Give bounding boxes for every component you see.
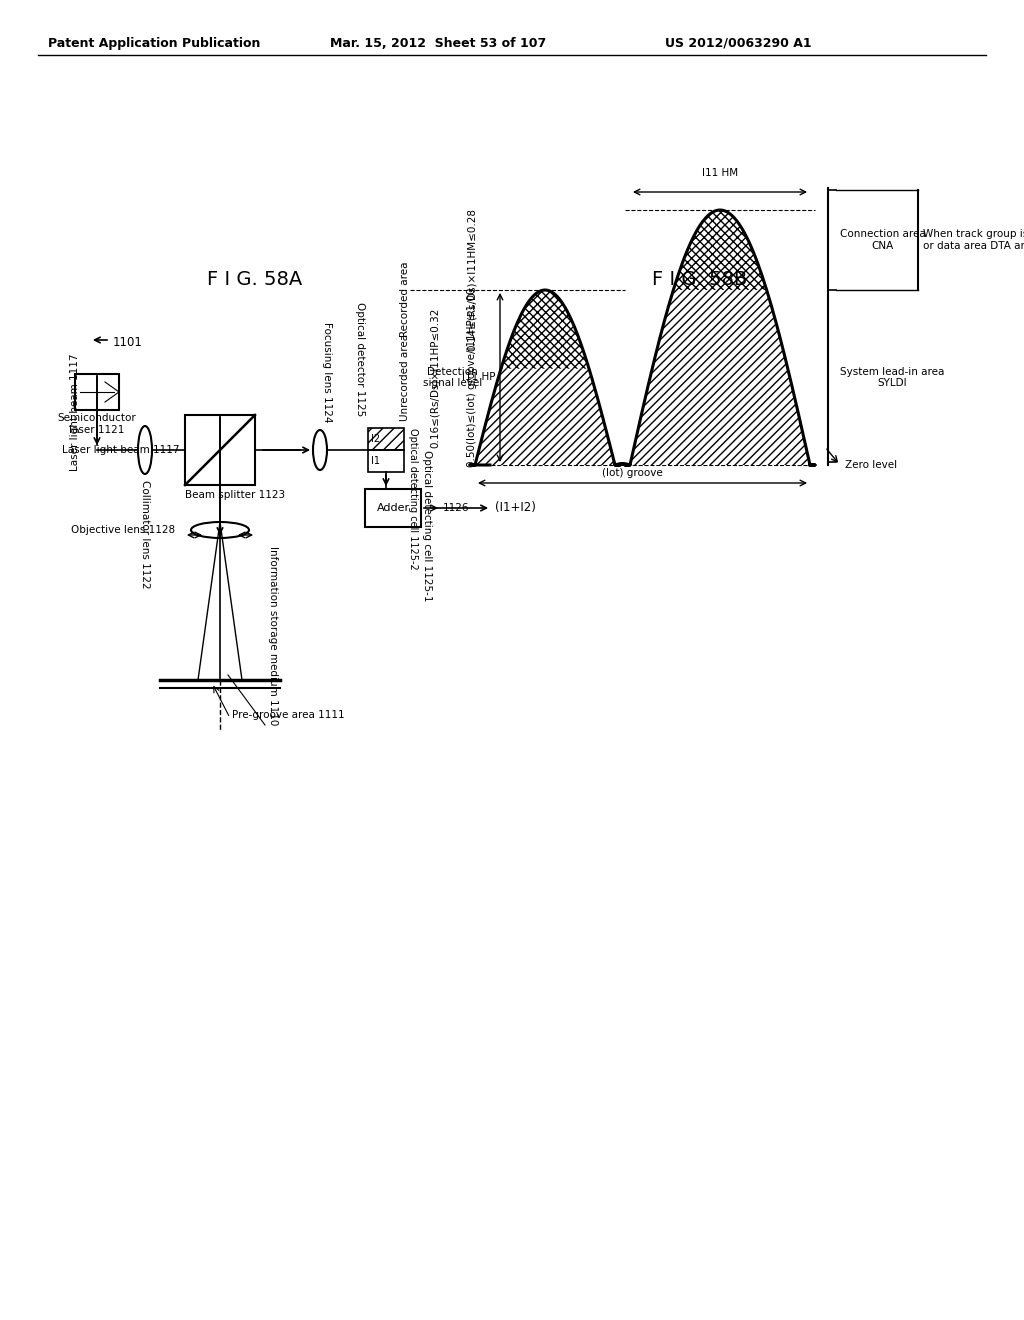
Text: Laser light beam 1117: Laser light beam 1117 — [70, 354, 80, 471]
Text: Beam splitter 1123: Beam splitter 1123 — [185, 490, 285, 500]
Text: Connection area
CNA: Connection area CNA — [840, 230, 926, 251]
Text: Optical detecting cell 1125-1: Optical detecting cell 1125-1 — [422, 450, 432, 602]
Text: F I G. 58A: F I G. 58A — [208, 271, 303, 289]
Ellipse shape — [191, 521, 249, 539]
Ellipse shape — [138, 426, 152, 474]
Text: Unrecorded area: Unrecorded area — [400, 334, 410, 421]
Text: 0.16≤(Rs/Ds)×I11HP≤0.32: 0.16≤(Rs/Ds)×I11HP≤0.32 — [430, 308, 440, 447]
Polygon shape — [475, 368, 615, 465]
Text: Laser light beam 1117: Laser light beam 1117 — [62, 445, 180, 455]
Ellipse shape — [313, 430, 327, 470]
Text: 1126: 1126 — [443, 503, 469, 513]
Text: 1101: 1101 — [113, 335, 143, 348]
Text: Objective lens 1128: Objective lens 1128 — [71, 525, 175, 535]
Text: US 2012/0063290 A1: US 2012/0063290 A1 — [665, 37, 812, 50]
Text: Adder: Adder — [377, 503, 410, 513]
Text: Detection
signal level: Detection signal level — [423, 367, 482, 388]
Text: When track group is ON in data lead-in area DTLDI
or data area DTA and data lead: When track group is ON in data lead-in a… — [923, 230, 1024, 251]
Text: I11 HP: I11 HP — [462, 372, 495, 383]
Text: Recorded area: Recorded area — [400, 261, 410, 337]
Text: System lead-in area
SYLDI: System lead-in area SYLDI — [840, 367, 944, 388]
FancyBboxPatch shape — [365, 488, 421, 527]
Text: Pre-groove area 1111: Pre-groove area 1111 — [232, 710, 345, 719]
Text: Focusing lens 1124: Focusing lens 1124 — [322, 322, 332, 422]
Text: Mar. 15, 2012  Sheet 53 of 107: Mar. 15, 2012 Sheet 53 of 107 — [330, 37, 546, 50]
FancyBboxPatch shape — [368, 450, 404, 473]
Text: Information storage medium 1110: Information storage medium 1110 — [268, 545, 278, 725]
Text: Zero level: Zero level — [845, 459, 897, 470]
Text: Collimator lens 1122: Collimator lens 1122 — [140, 480, 150, 589]
Text: (I1+I2): (I1+I2) — [495, 502, 536, 515]
Polygon shape — [630, 290, 810, 465]
FancyBboxPatch shape — [185, 414, 255, 484]
Text: F I G. 58B: F I G. 58B — [652, 271, 748, 289]
Text: (lot) groove: (lot) groove — [602, 469, 663, 478]
Text: I2: I2 — [371, 434, 380, 444]
Text: Semiconductor
laser 1121: Semiconductor laser 1121 — [57, 413, 136, 434]
Text: I1: I1 — [371, 455, 380, 466]
Text: Optical detector 1125: Optical detector 1125 — [355, 302, 365, 416]
Text: Patent Application Publication: Patent Application Publication — [48, 37, 260, 50]
Text: I11 HM: I11 HM — [701, 168, 738, 178]
FancyBboxPatch shape — [75, 374, 119, 411]
Text: Optical detecting cell 1125-2: Optical detecting cell 1125-2 — [408, 428, 418, 570]
Text: 0.50(lot)≤(lot) groove/I11HP≤1.00: 0.50(lot)≤(lot) groove/I11HP≤1.00 — [467, 288, 477, 467]
Text: 0.14≤(Rs/Ds)×I11HM≤0.28: 0.14≤(Rs/Ds)×I11HM≤0.28 — [467, 207, 477, 351]
